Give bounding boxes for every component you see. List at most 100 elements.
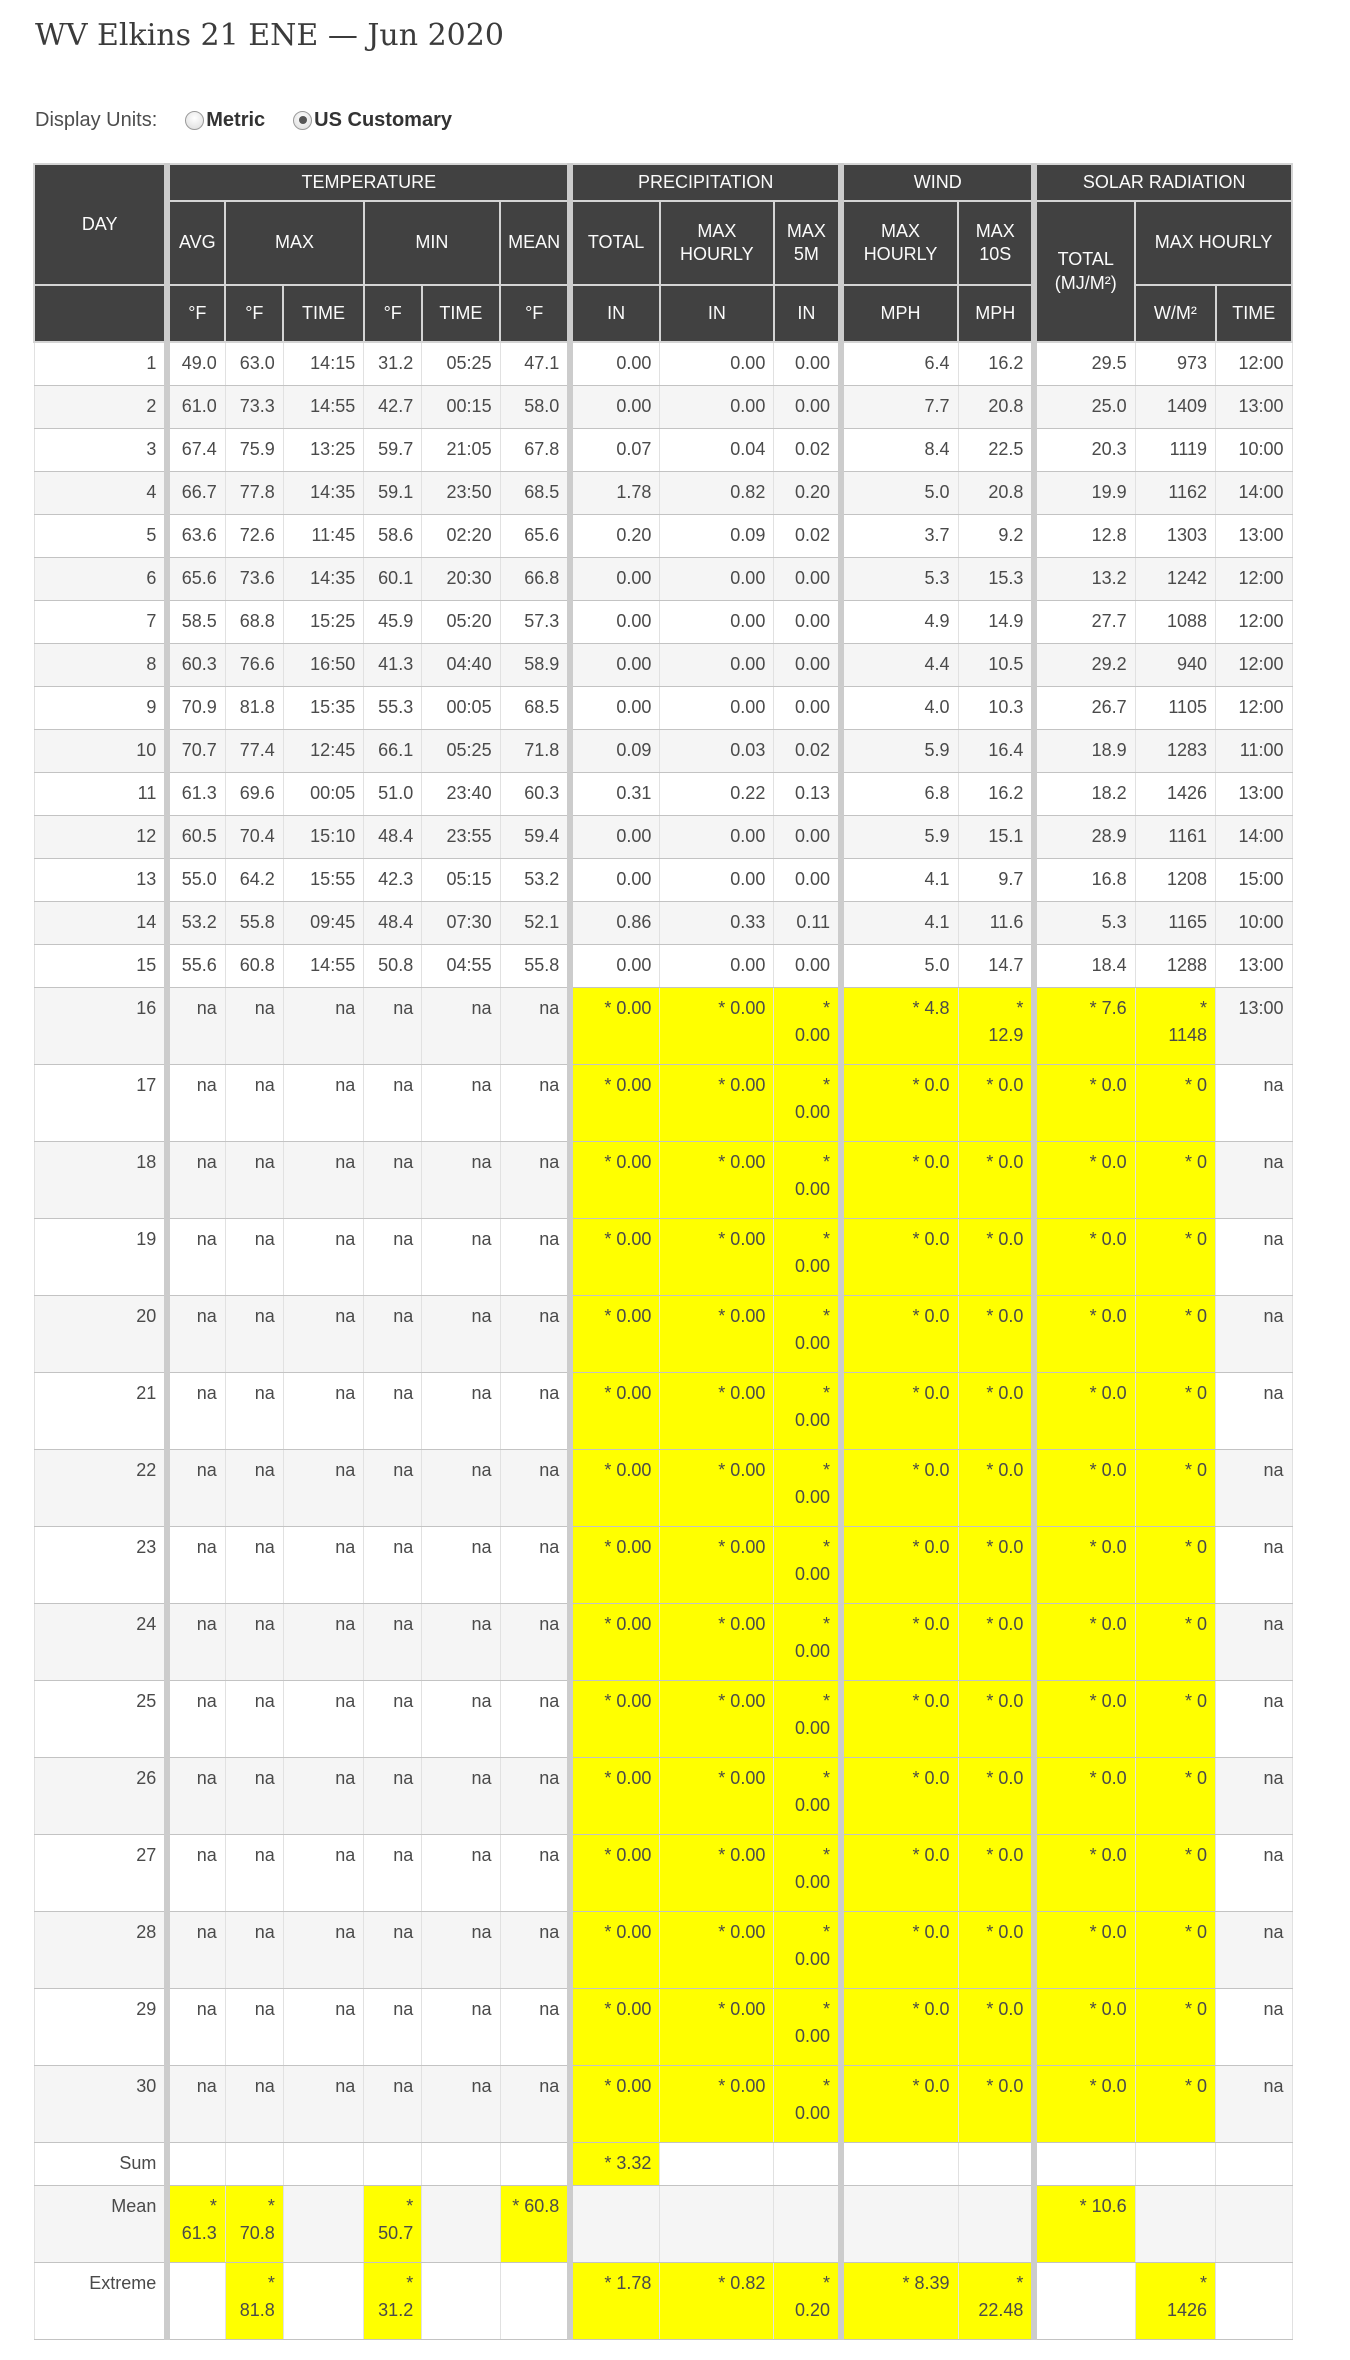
data-cell: 16.2 bbox=[957, 341, 1035, 386]
radio-option-us-customary[interactable]: US Customary bbox=[293, 109, 452, 132]
data-cell: * 50.7 bbox=[363, 2184, 423, 2263]
data-cell: 22.5 bbox=[957, 427, 1035, 472]
data-cell: 0.00 bbox=[659, 814, 775, 859]
data-cell: 05:20 bbox=[421, 599, 501, 644]
data-cell: * 0 bbox=[1134, 1294, 1217, 1373]
data-cell: 0.13 bbox=[773, 771, 842, 816]
data-cell bbox=[1031, 2141, 1136, 2186]
table-row: 3 67.4 75.9 13:25 59.7 21:05 67.8 0.07 0.04 0.02 8… bbox=[33, 427, 1293, 472]
data-cell: na bbox=[1215, 1448, 1293, 1527]
table-row: 7 58.5 68.8 15:25 45.9 05:20 57.3 0.00 0.00 0.00 4… bbox=[33, 599, 1293, 644]
data-cell: 10:00 bbox=[1215, 427, 1293, 472]
data-cell: * 0.00 bbox=[659, 1294, 775, 1373]
data-cell: 0.00 bbox=[567, 943, 661, 988]
data-cell: 70.9 bbox=[164, 685, 226, 730]
data-cell: 0.82 bbox=[659, 470, 775, 515]
data-cell: 15.3 bbox=[957, 556, 1035, 601]
data-cell: 55.3 bbox=[363, 685, 423, 730]
data-cell: * 0.00 bbox=[773, 1140, 842, 1219]
data-cell bbox=[838, 2184, 959, 2263]
data-cell: 55.8 bbox=[224, 900, 284, 945]
data-cell bbox=[1215, 2141, 1293, 2186]
data-cell: 58.9 bbox=[499, 642, 571, 687]
data-cell: 14:35 bbox=[282, 470, 365, 515]
data-cell: * 0.0 bbox=[838, 1140, 959, 1219]
data-cell: 1161 bbox=[1134, 814, 1217, 859]
data-cell: * 0.0 bbox=[957, 2064, 1035, 2143]
data-cell: 73.3 bbox=[224, 384, 284, 429]
radio-metric-icon[interactable] bbox=[185, 110, 205, 130]
data-cell: 53.2 bbox=[164, 900, 226, 945]
table-row: 1 49.0 63.0 14:15 31.2 05:25 47.1 0.00 0.00 0.00 6… bbox=[33, 341, 1293, 386]
data-cell: 0.07 bbox=[567, 427, 661, 472]
data-cell: * 0.00 bbox=[567, 1217, 661, 1296]
weather-data-table: DAY TEMPERATURE PRECIPITATION WIND SOLAR… bbox=[32, 163, 1294, 2340]
table-row: 29 na na na na na na * 0.00 * 0.00 * 0.00 * 0.0 * 0… bbox=[33, 1987, 1293, 2066]
data-cell: na bbox=[282, 1217, 365, 1296]
data-cell: na bbox=[421, 1756, 501, 1835]
data-cell bbox=[499, 2261, 571, 2340]
table-row: 22 na na na na na na * 0.00 * 0.00 * 0.00 * 0.0 * 0… bbox=[33, 1448, 1293, 1527]
data-cell: 65.6 bbox=[499, 513, 571, 558]
data-cell: na bbox=[363, 1602, 423, 1681]
page-title: WV Elkins 21 ENE — Jun 2020 bbox=[35, 18, 504, 53]
data-cell bbox=[659, 2184, 775, 2263]
data-cell: na bbox=[164, 1602, 226, 1681]
unit-wind-max-10s: MPH bbox=[957, 284, 1036, 343]
unit-temp-max-time: TIME bbox=[282, 284, 365, 343]
data-cell: 14:00 bbox=[1215, 814, 1293, 859]
data-cell: 77.4 bbox=[224, 728, 284, 773]
data-cell: na bbox=[224, 1525, 284, 1604]
data-cell: * 0.00 bbox=[567, 1063, 661, 1142]
table-row: 16 na na na na na na * 0.00 * 0.00 * 0.00 * 4.8 * 1… bbox=[33, 986, 1293, 1065]
unit-wind-max-hourly: MPH bbox=[838, 284, 960, 343]
data-cell: 71.8 bbox=[499, 728, 571, 773]
data-cell: na bbox=[1215, 1371, 1293, 1450]
data-cell: 58.0 bbox=[499, 384, 571, 429]
data-cell: 1303 bbox=[1134, 513, 1217, 558]
data-cell: na bbox=[224, 1371, 284, 1450]
radio-option-metric[interactable]: Metric bbox=[185, 109, 265, 132]
data-cell bbox=[773, 2141, 842, 2186]
data-cell: 61.0 bbox=[164, 384, 226, 429]
data-cell: 0.00 bbox=[659, 599, 775, 644]
row-label-cell: 22 bbox=[33, 1448, 168, 1527]
data-cell: 16:50 bbox=[282, 642, 365, 687]
data-cell: * 1.78 bbox=[567, 2261, 661, 2340]
data-cell: 55.0 bbox=[164, 857, 226, 902]
data-cell: 15:25 bbox=[282, 599, 365, 644]
table-row: 18 na na na na na na * 0.00 * 0.00 * 0.00 * 0.0 * 0… bbox=[33, 1140, 1293, 1219]
data-cell: na bbox=[164, 1063, 226, 1142]
data-cell: 10:00 bbox=[1215, 900, 1293, 945]
data-cell: na bbox=[1215, 1910, 1293, 1989]
data-cell: * 1426 bbox=[1134, 2261, 1217, 2340]
data-cell: na bbox=[1215, 1525, 1293, 1604]
data-cell: 4.1 bbox=[838, 900, 959, 945]
data-cell: 14:35 bbox=[282, 556, 365, 601]
table-row: 12 60.5 70.4 15:10 48.4 23:55 59.4 0.00 0.00 0.00… bbox=[33, 814, 1293, 859]
data-cell: * 0.00 bbox=[773, 2064, 842, 2143]
data-cell: 11:45 bbox=[282, 513, 365, 558]
data-cell: na bbox=[499, 1294, 571, 1373]
data-cell: * 0.0 bbox=[838, 1063, 959, 1142]
data-cell: * 0 bbox=[1134, 1602, 1217, 1681]
data-cell: * 0.00 bbox=[659, 1602, 775, 1681]
data-cell: 1165 bbox=[1134, 900, 1217, 945]
radio-us-customary-icon[interactable] bbox=[293, 110, 313, 130]
data-cell: * 0.00 bbox=[659, 1679, 775, 1758]
data-cell: 0.00 bbox=[567, 857, 661, 902]
unit-temp-avg: °F bbox=[164, 284, 227, 343]
data-cell: * 0.0 bbox=[957, 1371, 1035, 1450]
data-cell: 13:25 bbox=[282, 427, 365, 472]
data-cell: * 0.00 bbox=[659, 1217, 775, 1296]
data-cell: na bbox=[282, 1371, 365, 1450]
radio-metric-label: Metric bbox=[206, 108, 266, 131]
data-cell: 11:00 bbox=[1215, 728, 1293, 773]
data-cell: 0.00 bbox=[567, 384, 661, 429]
data-cell: * 0.0 bbox=[838, 1987, 959, 2066]
data-cell: 05:15 bbox=[421, 857, 501, 902]
data-cell: na bbox=[224, 1140, 284, 1219]
data-cell: na bbox=[363, 1140, 423, 1219]
table-row: 24 na na na na na na * 0.00 * 0.00 * 0.00 * 0.0 * 0… bbox=[33, 1602, 1293, 1681]
data-cell: * 0 bbox=[1134, 1987, 1217, 2066]
